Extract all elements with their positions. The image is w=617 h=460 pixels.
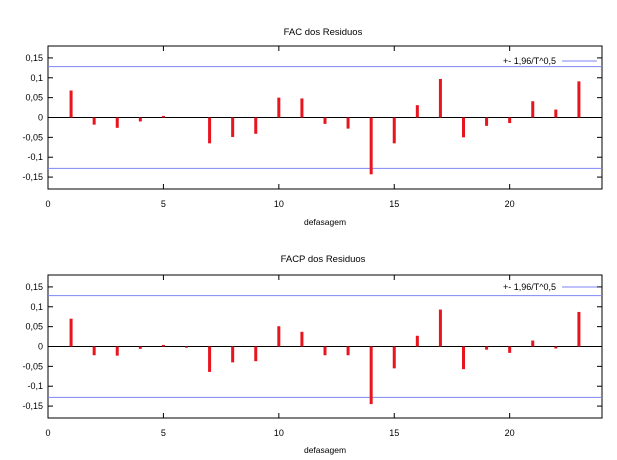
fac-bar-lag-13 (346, 117, 350, 129)
facp-bar-lag-8 (231, 346, 235, 363)
fac-x-axis-label: defasagem (304, 217, 346, 227)
facp-bar-lag-3 (115, 346, 119, 356)
fac-bar-lag-4 (138, 117, 142, 122)
facp-bar-lag-4 (138, 346, 142, 349)
fac-bar-lag-10 (277, 97, 281, 118)
fac-bars (69, 78, 581, 175)
fac-y-tick-label: -0,15 (22, 172, 43, 182)
fac-panel: FAC dos Residuos 0,15 0,1 0,05 0 -0,05 -0,1 -0… (22, 27, 603, 227)
facp-bar-lag-22 (554, 346, 558, 349)
facp-bar-lag-6 (185, 346, 188, 348)
facp-bar-lag-19 (485, 346, 489, 350)
facp-bar-lag-11 (300, 331, 304, 347)
facp-bar-lag-21 (531, 340, 535, 347)
fac-bar-lag-18 (462, 117, 465, 138)
fac-x-tick-label: 10 (274, 199, 284, 209)
facp-y-axis: 0,15 0,1 0,05 0 -0,05 -0,1 -0,15 (22, 282, 602, 411)
facp-bar-lag-5 (161, 344, 165, 347)
fac-bar-lag-1 (69, 90, 73, 118)
facp-bar-lag-12 (323, 346, 327, 356)
facp-bar-lag-2 (92, 346, 96, 356)
facp-y-tick-label: -0,15 (22, 401, 43, 411)
facp-bar-lag-16 (415, 335, 419, 347)
facp-y-tick-label: 0 (38, 342, 43, 352)
fac-legend: +- 1,96/T^0,5 (503, 56, 597, 66)
fac-chart-title: FAC dos Residuos (284, 27, 363, 38)
fac-bar-lag-17 (438, 78, 442, 118)
fac-y-tick-label: 0,1 (30, 73, 43, 83)
facp-bar-lag-13 (346, 346, 350, 356)
fac-y-tick-label: -0,05 (22, 132, 43, 142)
facp-x-tick-label: 5 (161, 428, 166, 438)
fac-bar-lag-23 (577, 81, 581, 118)
facp-bar-lag-23 (577, 311, 581, 347)
facp-legend-label: +- 1,96/T^0,5 (503, 282, 556, 292)
fac-x-tick-label: 20 (505, 199, 515, 209)
fac-x-tick-label: 15 (389, 199, 399, 209)
fac-bar-lag-12 (323, 117, 327, 124)
facp-x-tick-label: 0 (45, 428, 50, 438)
facp-legend: +- 1,96/T^0,5 (503, 282, 597, 292)
facp-bar-lag-10 (277, 326, 281, 347)
facp-x-axis: 0 5 10 15 20 (45, 275, 515, 438)
fac-bar-lag-9 (254, 117, 258, 134)
fac-legend-label: +- 1,96/T^0,5 (503, 56, 556, 66)
facp-y-tick-label: -0,05 (22, 361, 43, 371)
fac-bar-lag-20 (508, 117, 512, 124)
fac-y-tick-label: 0 (38, 113, 43, 123)
fac-bar-lag-2 (92, 117, 96, 125)
fac-y-axis: 0,15 0,1 0,05 0 -0,05 -0,1 -0,15 (22, 53, 602, 182)
fac-bar-lag-15 (392, 117, 396, 144)
facp-y-tick-label: 0,05 (25, 322, 43, 332)
facp-x-tick-label: 20 (505, 428, 515, 438)
facp-bar-lag-14 (369, 346, 373, 405)
facp-x-axis-label: defasagem (304, 445, 346, 455)
facp-y-tick-label: -0,1 (27, 381, 43, 391)
fac-x-tick-label: 0 (45, 199, 50, 209)
fac-y-tick-label: -0,1 (27, 152, 43, 162)
facp-y-tick-label: 0,15 (25, 282, 43, 292)
fac-bar-lag-14 (369, 117, 373, 175)
facp-chart-title: FACP dos Residuos (281, 254, 366, 265)
fac-bar-lag-19 (485, 117, 489, 126)
fac-bar-lag-16 (415, 105, 419, 118)
facp-bar-lag-15 (392, 346, 396, 369)
facp-y-tick-label: 0,1 (30, 302, 43, 312)
facp-bar-lag-20 (508, 346, 512, 353)
fac-bar-lag-8 (231, 117, 235, 137)
facp-bar-lag-17 (438, 309, 442, 347)
fac-x-tick-label: 5 (161, 199, 166, 209)
facp-bar-lag-7 (208, 346, 212, 372)
fac-bar-lag-3 (115, 117, 119, 128)
fac-bar-lag-22 (554, 109, 558, 118)
fac-y-tick-label: 0,15 (25, 53, 43, 63)
fac-x-axis: 0 5 10 15 20 (45, 46, 515, 209)
facp-panel: FACP dos Residuos 0,15 0,1 0,05 0 -0,05 -0,1 -… (22, 254, 603, 455)
facp-x-tick-label: 10 (274, 428, 284, 438)
fac-bar-lag-21 (531, 101, 535, 118)
facp-bar-lag-9 (254, 346, 258, 362)
fac-bar-lag-7 (208, 117, 212, 144)
facp-bars (69, 309, 581, 405)
fac-bar-lag-11 (300, 98, 304, 118)
fac-y-tick-label: 0,05 (25, 93, 43, 103)
facp-bar-lag-1 (69, 318, 73, 347)
facp-bar-lag-18 (462, 346, 465, 370)
facp-x-tick-label: 15 (389, 428, 399, 438)
fac-bar-lag-5 (161, 115, 165, 118)
